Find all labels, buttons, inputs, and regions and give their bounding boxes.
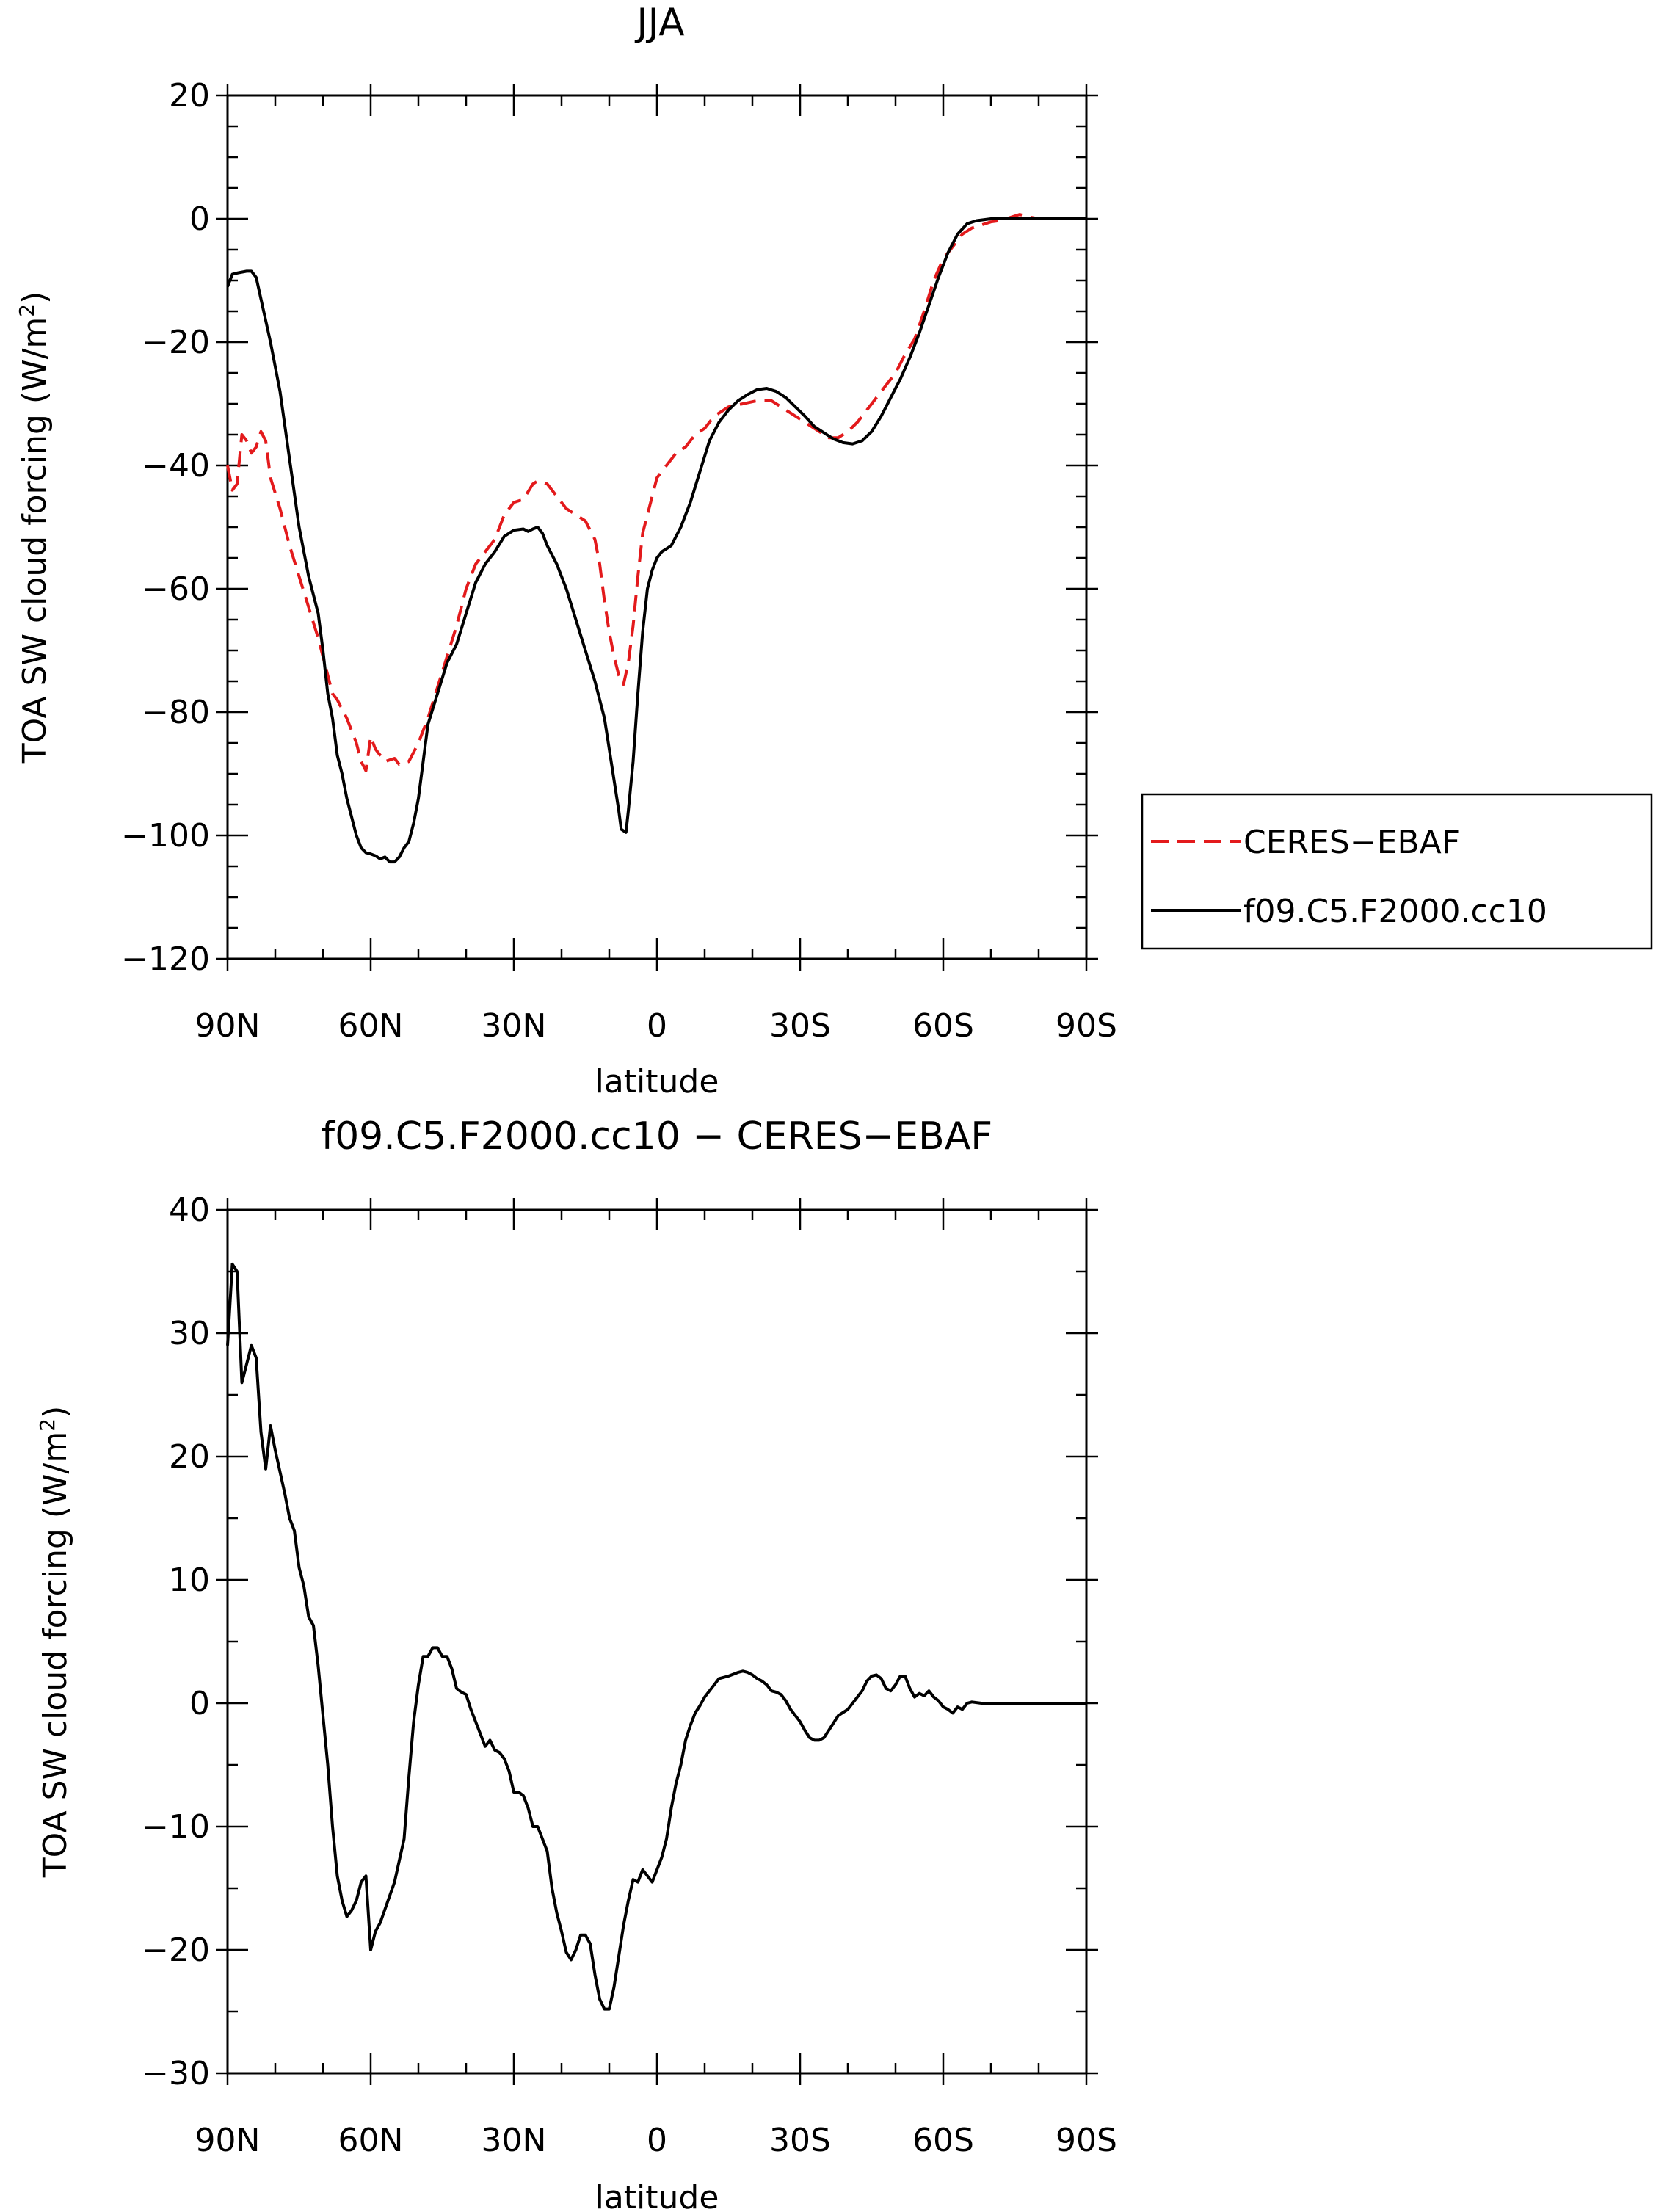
chart-bottom-x-tick-label: 60S: [912, 2122, 974, 2159]
chart-top-y-axis-title: TOA SW cloud forcing (W/m2): [15, 291, 54, 764]
chart-top-frame: [226, 94, 1088, 960]
chart-top-x-tick-label: 0: [647, 1007, 667, 1045]
chart-top-series-line-ceres-ebaf: [226, 213, 1086, 772]
chart-bottom-series: [226, 1262, 1086, 2011]
chart-bottom-x-tick-label: 0: [647, 2122, 667, 2159]
chart-top-y-tick-labels: 20 0 −20 −40 −60 −80 −100 −120: [121, 77, 210, 978]
chart-bottom-x-tick-label: 60N: [338, 2122, 404, 2159]
chart-bottom-x-tick-label: 90S: [1056, 2122, 1117, 2159]
chart-top: JJA 90N 60N 30N 0 30S 60S 90S 20 0 −20 −40 −60 −80 −…: [15, 1, 1653, 1100]
chart-bottom-ticks: [216, 1198, 1098, 2085]
chart-bottom-y-tick-label: 0: [189, 1685, 210, 1722]
chart-top-x-tick-label: 90N: [195, 1007, 261, 1045]
chart-bottom: f09.C5.F2000.cc10 − CERES−EBAF 90N 60N 30N…: [35, 1114, 1117, 2212]
chart-bottom-y-axis-title: TOA SW cloud forcing (W/m2): [35, 1406, 75, 1879]
chart-bottom-y-tick-label: −20: [142, 1932, 210, 1969]
chart-bottom-x-axis-title: latitude: [595, 2179, 719, 2212]
chart-bottom-y-tick-label: 30: [169, 1315, 210, 1352]
chart-bottom-frame: [226, 1208, 1088, 2075]
chart-bottom-y-axis-title-main: TOA SW cloud forcing (W/m: [37, 1432, 74, 1879]
chart-top-y-tick-label: −60: [142, 570, 210, 608]
chart-top-y-tick-label: 0: [189, 200, 210, 238]
chart-top-y-tick-label: 20: [169, 77, 210, 115]
chart-top-y-axis-title-sup: 2: [15, 304, 39, 317]
chart-top-series: [226, 213, 1086, 864]
chart-top-ticks: [216, 84, 1098, 971]
chart-top-x-tick-labels: 90N 60N 30N 0 30S 60S 90S: [195, 1007, 1117, 1045]
chart-top-series-line-f09-c5-f2000-cc10: [226, 217, 1086, 864]
chart-top-x-tick-label: 60N: [338, 1007, 404, 1045]
chart-bottom-series-line-difference: [226, 1262, 1086, 2011]
chart-top-x-axis-title: latitude: [595, 1063, 719, 1100]
chart-top-y-tick-label: −20: [142, 324, 210, 361]
chart-top-y-tick-label: −120: [121, 940, 210, 978]
chart-top-y-axis-title-main: TOA SW cloud forcing (W/m: [16, 317, 54, 764]
chart-top-y-tick-label: −100: [121, 817, 210, 855]
chart-top-x-tick-label: 60S: [912, 1007, 974, 1045]
chart-bottom-y-tick-labels: 40 30 20 10 0 −10 −20 −30: [142, 1192, 210, 2092]
chart-top-x-tick-label: 90S: [1056, 1007, 1117, 1045]
chart-bottom-x-tick-label: 30N: [482, 2122, 547, 2159]
legend-label-f09-c5-f2000-cc10: f09.C5.F2000.cc10: [1243, 893, 1547, 930]
chart-bottom-y-axis-title-end: ): [37, 1406, 74, 1418]
chart-top-title: JJA: [634, 1, 685, 45]
chart-bottom-y-tick-label: 10: [169, 1562, 210, 1599]
chart-bottom-y-axis-title-sup: 2: [35, 1418, 59, 1432]
chart-bottom-x-tick-label: 90N: [195, 2122, 261, 2159]
chart-bottom-y-tick-label: 20: [169, 1438, 210, 1476]
legend-label-ceres-ebaf: CERES−EBAF: [1243, 824, 1460, 861]
chart-bottom-x-tick-label: 30S: [769, 2122, 831, 2159]
legend-box: [1141, 793, 1653, 950]
chart-top-x-tick-label: 30S: [769, 1007, 831, 1045]
chart-top-y-tick-label: −80: [142, 694, 210, 731]
chart-top-y-tick-label: −40: [142, 447, 210, 485]
chart-bottom-x-tick-labels: 90N 60N 30N 0 30S 60S 90S: [195, 2122, 1117, 2159]
legend: CERES−EBAF f09.C5.F2000.cc10: [1141, 793, 1653, 950]
chart-bottom-y-tick-label: 40: [169, 1192, 210, 1229]
chart-top-x-tick-label: 30N: [482, 1007, 547, 1045]
chart-top-y-axis-title-end: ): [16, 291, 54, 304]
chart-bottom-y-tick-label: −30: [142, 2055, 210, 2092]
chart-bottom-title: f09.C5.F2000.cc10 − CERES−EBAF: [322, 1114, 992, 1158]
chart-bottom-y-tick-label: −10: [142, 1808, 210, 1846]
